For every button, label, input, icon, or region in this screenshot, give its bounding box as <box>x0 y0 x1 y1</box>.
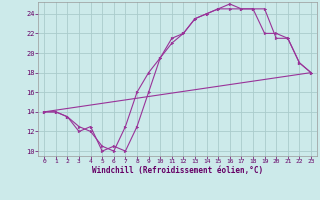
X-axis label: Windchill (Refroidissement éolien,°C): Windchill (Refroidissement éolien,°C) <box>92 166 263 175</box>
